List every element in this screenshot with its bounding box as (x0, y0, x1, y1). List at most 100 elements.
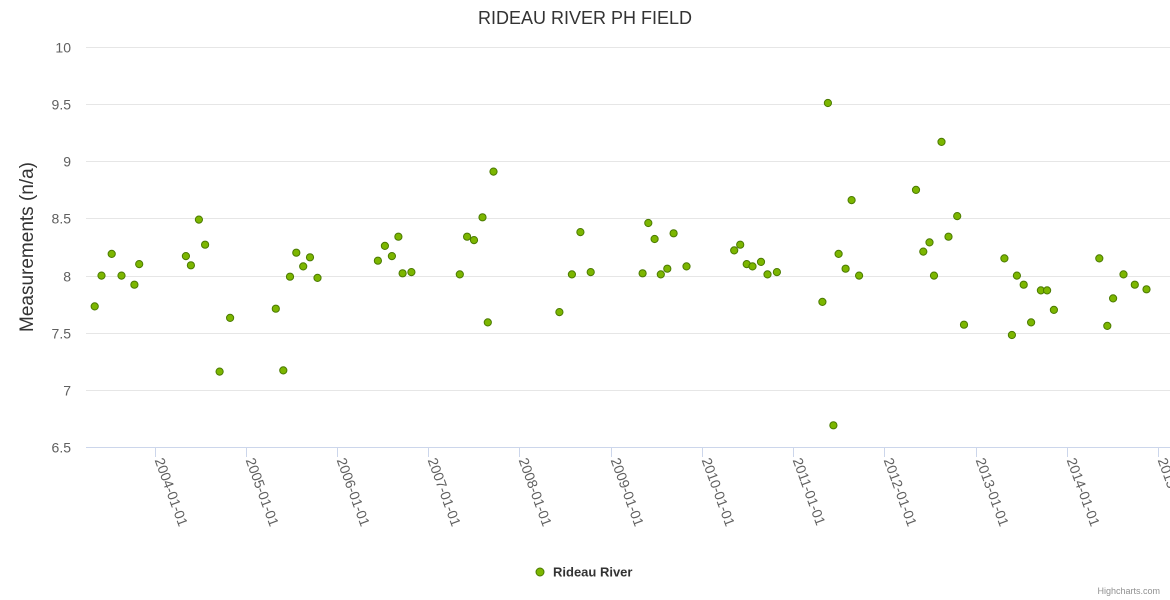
data-point[interactable] (215, 367, 224, 376)
data-point[interactable] (463, 232, 472, 241)
data-point[interactable] (387, 252, 396, 261)
x-tick-label: 2015-01-01 (1155, 456, 1170, 529)
data-point[interactable] (756, 257, 766, 266)
data-point[interactable] (772, 268, 782, 277)
data-point[interactable] (1119, 270, 1128, 279)
x-tick-label: 2011-01-01 (790, 456, 829, 528)
x-tick-label: 2005-01-01 (243, 456, 283, 529)
data-point[interactable] (818, 297, 827, 306)
data-point[interactable] (748, 262, 757, 271)
data-point[interactable] (313, 273, 322, 282)
data-point[interactable] (107, 249, 116, 258)
data-point[interactable] (586, 268, 595, 277)
grid-layer (86, 47, 1170, 391)
data-point[interactable] (1043, 286, 1052, 295)
data-point[interactable] (823, 98, 833, 108)
data-point[interactable] (97, 271, 106, 280)
data-point[interactable] (478, 213, 487, 222)
legend[interactable]: Rideau River (535, 565, 632, 580)
data-point[interactable] (834, 249, 843, 258)
data-point[interactable] (455, 270, 464, 279)
y-tick-label: 8 (63, 269, 71, 285)
data-point[interactable] (135, 260, 144, 269)
data-point[interactable] (919, 247, 928, 256)
y-tick-label: 7 (63, 383, 71, 399)
data-point[interactable] (299, 262, 308, 271)
data-point[interactable] (483, 318, 492, 327)
data-point[interactable] (380, 241, 389, 250)
data-point[interactable] (1049, 305, 1059, 314)
data-point[interactable] (1109, 294, 1118, 303)
data-point[interactable] (201, 240, 210, 249)
data-point[interactable] (305, 253, 315, 262)
data-point[interactable] (1095, 254, 1104, 263)
data-point[interactable] (959, 320, 969, 329)
data-point[interactable] (763, 270, 772, 279)
data-point[interactable] (271, 304, 280, 313)
data-point[interactable] (650, 234, 659, 244)
data-point[interactable] (656, 270, 665, 279)
data-point[interactable] (730, 246, 739, 255)
data-point[interactable] (911, 185, 921, 194)
data-point[interactable] (841, 264, 850, 273)
data-point[interactable] (469, 236, 479, 245)
data-point[interactable] (292, 248, 301, 257)
x-tick-label: 2012-01-01 (881, 456, 921, 529)
data-point[interactable] (644, 218, 653, 228)
data-point[interactable] (489, 167, 498, 176)
y-tick-label: 9 (63, 154, 71, 170)
data-point[interactable] (1130, 280, 1139, 289)
y-tick-label: 8.5 (52, 211, 72, 227)
data-point[interactable] (1007, 330, 1017, 340)
data-point[interactable] (847, 196, 856, 205)
data-point[interactable] (398, 269, 407, 278)
legend-marker[interactable] (535, 567, 545, 577)
data-point[interactable] (576, 228, 585, 237)
data-point[interactable] (186, 261, 195, 270)
data-point[interactable] (669, 229, 678, 238)
credits-link[interactable]: Highcharts.com (1097, 586, 1160, 596)
x-tick-label: 2009-01-01 (608, 456, 648, 529)
data-point[interactable] (638, 269, 647, 278)
data-point[interactable] (279, 366, 288, 375)
legend-item-rideau-river[interactable]: Rideau River (553, 565, 632, 580)
data-point[interactable] (929, 271, 939, 280)
data-point[interactable] (855, 271, 864, 280)
series-rideau-river[interactable] (90, 98, 1151, 430)
data-point[interactable] (1142, 285, 1151, 294)
x-tick-label: 2004-01-01 (152, 456, 192, 529)
x-tick-label: 2008-01-01 (516, 456, 556, 529)
data-point[interactable] (407, 268, 416, 277)
y-tick-label: 7.5 (52, 326, 72, 342)
y-axis: 6.5 7 7.5 8 8.5 9 9.5 10 (52, 40, 72, 456)
data-point[interactable] (285, 272, 295, 281)
x-tick-label: 2013-01-01 (973, 456, 1013, 529)
data-point[interactable] (394, 232, 403, 241)
y-tick-label: 10 (55, 40, 71, 56)
data-point[interactable] (117, 271, 126, 280)
y-tick-label: 6.5 (52, 440, 72, 456)
data-point[interactable] (682, 262, 691, 271)
data-point[interactable] (1027, 318, 1036, 327)
data-point[interactable] (953, 212, 962, 221)
data-point[interactable] (1000, 254, 1009, 263)
data-point[interactable] (1012, 271, 1022, 280)
data-point[interactable] (736, 240, 745, 249)
data-point[interactable] (194, 215, 203, 224)
y-tick-label: 9.5 (52, 97, 72, 113)
data-point[interactable] (937, 137, 946, 146)
data-point[interactable] (555, 308, 564, 317)
data-point[interactable] (663, 264, 672, 273)
data-point[interactable] (181, 252, 190, 261)
data-point[interactable] (1019, 280, 1028, 289)
data-point[interactable] (925, 238, 934, 247)
data-point[interactable] (944, 232, 953, 241)
data-point[interactable] (90, 302, 99, 311)
data-point[interactable] (1103, 321, 1112, 330)
data-point[interactable] (130, 280, 139, 289)
data-point[interactable] (373, 256, 382, 265)
data-point[interactable] (567, 270, 577, 279)
data-point[interactable] (226, 313, 235, 322)
data-point[interactable] (829, 421, 838, 430)
